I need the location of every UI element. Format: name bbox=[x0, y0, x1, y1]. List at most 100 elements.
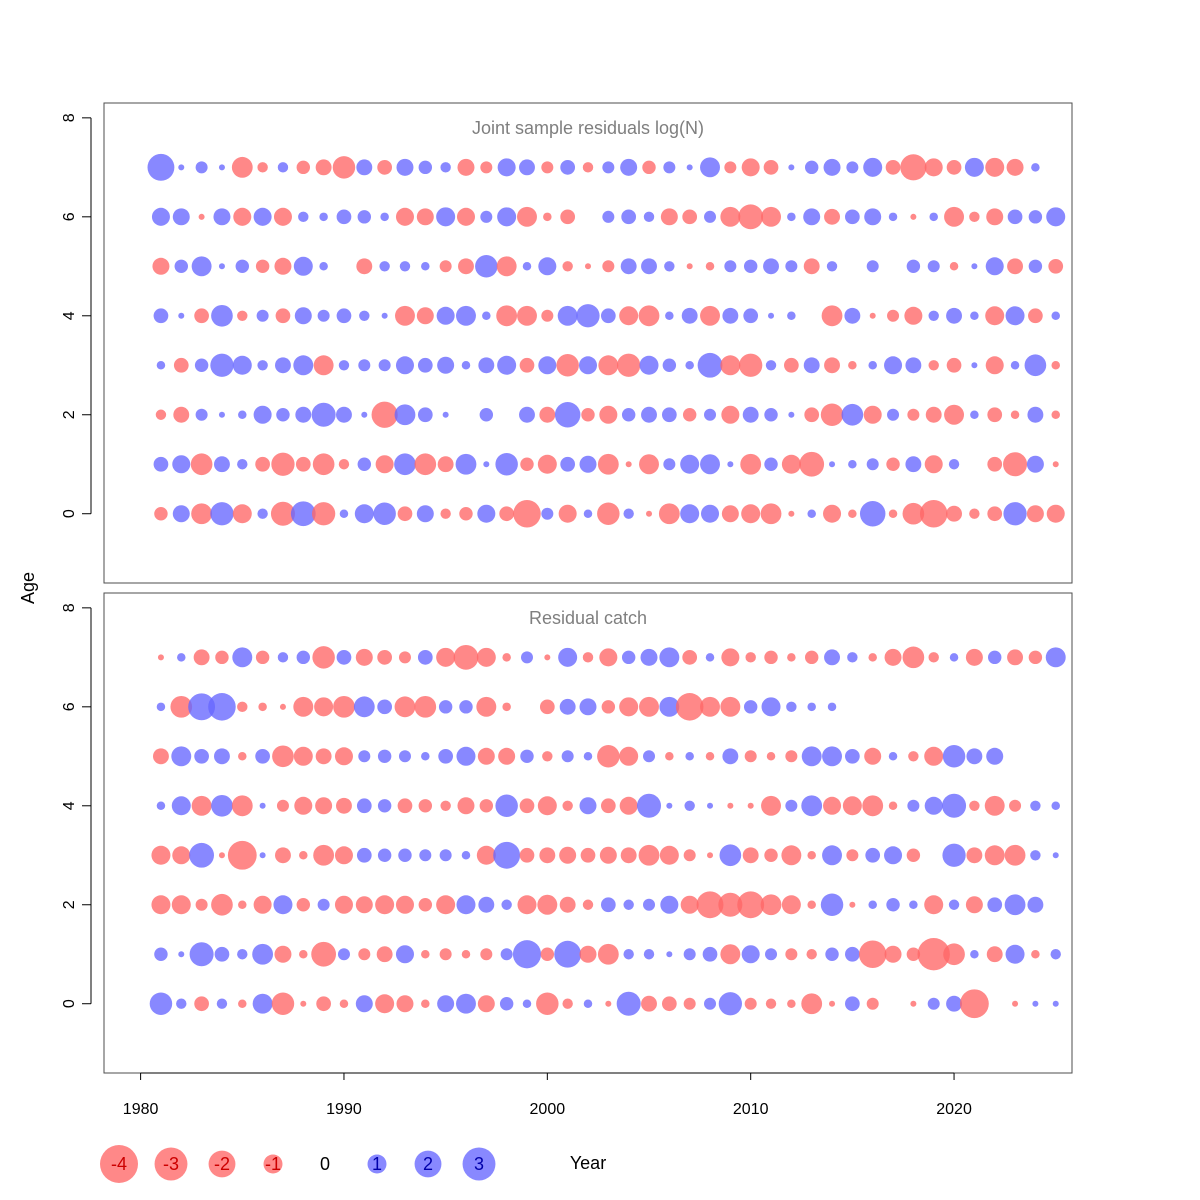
residual-bubble bbox=[1028, 259, 1043, 274]
residual-bubble bbox=[172, 505, 190, 523]
residual-bubble bbox=[293, 696, 314, 717]
residual-bubble bbox=[705, 653, 715, 662]
residual-bubble bbox=[299, 851, 308, 860]
residual-bubble bbox=[147, 153, 175, 181]
legend-bubble bbox=[154, 1147, 188, 1181]
residual-bubble bbox=[986, 208, 1004, 226]
residual-bubble bbox=[597, 943, 619, 965]
residual-bubble bbox=[619, 796, 638, 815]
residual-bubble bbox=[218, 411, 225, 418]
residual-bubble bbox=[909, 900, 918, 910]
residual-bubble bbox=[395, 895, 414, 914]
residual-bubble bbox=[663, 161, 676, 174]
residual-bubble bbox=[985, 257, 1004, 276]
y-tick-label: 4 bbox=[61, 801, 78, 810]
residual-bubble bbox=[639, 696, 659, 717]
residual-bubble bbox=[560, 209, 576, 225]
residual-bubble bbox=[155, 409, 167, 420]
residual-bubble bbox=[582, 899, 594, 910]
y-tick-label: 2 bbox=[61, 900, 78, 909]
residual-bubble bbox=[801, 993, 823, 1015]
residual-bubble bbox=[311, 502, 336, 526]
residual-bubble bbox=[439, 260, 452, 273]
residual-bubble bbox=[766, 752, 776, 761]
residual-bubble bbox=[910, 1000, 917, 1007]
residual-bubble bbox=[619, 306, 639, 326]
residual-bubble bbox=[865, 847, 881, 863]
residual-bubble bbox=[666, 951, 673, 958]
residual-bubble bbox=[315, 748, 332, 765]
x-tick-label: 2010 bbox=[733, 1101, 769, 1118]
residual-bubble bbox=[847, 652, 858, 663]
residual-bubble bbox=[276, 799, 289, 812]
residual-bubble bbox=[638, 305, 660, 327]
residual-bubble bbox=[948, 899, 960, 910]
residual-bubble bbox=[436, 647, 456, 667]
residual-bubble bbox=[636, 793, 662, 818]
residual-bubble bbox=[356, 159, 373, 176]
residual-bubble bbox=[252, 943, 274, 965]
residual-bubble bbox=[358, 948, 371, 961]
residual-bubble bbox=[965, 648, 983, 666]
residual-bubble bbox=[763, 258, 779, 275]
residual-bubble bbox=[436, 895, 456, 915]
residual-bubble bbox=[659, 696, 680, 717]
residual-bubble bbox=[418, 799, 433, 813]
residual-bubble bbox=[643, 211, 655, 223]
residual-bubble bbox=[617, 353, 641, 377]
residual-bubble bbox=[237, 949, 248, 960]
legend-label: -2 bbox=[214, 1154, 230, 1174]
residual-bubble bbox=[641, 995, 657, 1012]
residual-bubble bbox=[558, 647, 578, 667]
residual-bubble bbox=[395, 356, 414, 375]
residual-bubble bbox=[580, 847, 596, 863]
residual-bubble bbox=[456, 895, 476, 915]
residual-bubble bbox=[371, 401, 398, 428]
residual-bubble bbox=[988, 650, 1002, 665]
residual-bubble bbox=[522, 999, 532, 1008]
residual-bubble bbox=[232, 647, 253, 668]
residual-bubble bbox=[419, 849, 432, 862]
residual-bubble bbox=[279, 703, 286, 710]
residual-bubble bbox=[377, 799, 392, 813]
residual-bubble bbox=[562, 800, 573, 811]
residual-bubble bbox=[457, 158, 475, 176]
residual-bubble bbox=[600, 798, 616, 814]
residual-bubble bbox=[257, 360, 268, 371]
residual-bubble bbox=[760, 894, 782, 916]
residual-bubble bbox=[437, 356, 455, 374]
residual-bubble bbox=[597, 502, 620, 525]
residual-bubble bbox=[458, 258, 474, 275]
residual-bubble bbox=[1005, 944, 1025, 964]
legend: -4 -3 -2 -1 0 1 2 3 Year bbox=[100, 1145, 606, 1183]
residual-bubble bbox=[215, 650, 229, 665]
residual-bubble bbox=[227, 840, 257, 870]
residual-bubble bbox=[255, 748, 270, 764]
residual-bubble bbox=[659, 647, 680, 668]
residual-bubble bbox=[355, 648, 373, 666]
residual-bubble bbox=[290, 501, 316, 527]
residual-bubble bbox=[478, 357, 495, 374]
residual-bubble bbox=[476, 845, 496, 865]
residual-bubble bbox=[520, 749, 534, 764]
residual-bubble bbox=[720, 355, 741, 376]
residual-bubble bbox=[823, 158, 841, 176]
residual-bubble bbox=[781, 845, 802, 866]
residual-bubble bbox=[480, 210, 493, 223]
residual-bubble bbox=[271, 452, 295, 476]
residual-bubble bbox=[696, 891, 724, 919]
residual-bubble bbox=[277, 162, 289, 173]
residual-bubble bbox=[884, 846, 903, 865]
residual-bubble bbox=[253, 405, 272, 424]
residual-bubble bbox=[601, 700, 616, 714]
residual-bubble bbox=[178, 951, 185, 958]
residual-bubble bbox=[476, 696, 497, 717]
residual-bubble bbox=[216, 998, 228, 1009]
residual-bubble bbox=[477, 995, 495, 1013]
plot-frame bbox=[103, 102, 1073, 584]
residual-bubble bbox=[761, 795, 781, 816]
residual-bubble bbox=[859, 500, 886, 527]
residual-bubble bbox=[1051, 311, 1060, 321]
residual-bubble bbox=[946, 995, 962, 1012]
residual-bubble bbox=[319, 212, 328, 222]
